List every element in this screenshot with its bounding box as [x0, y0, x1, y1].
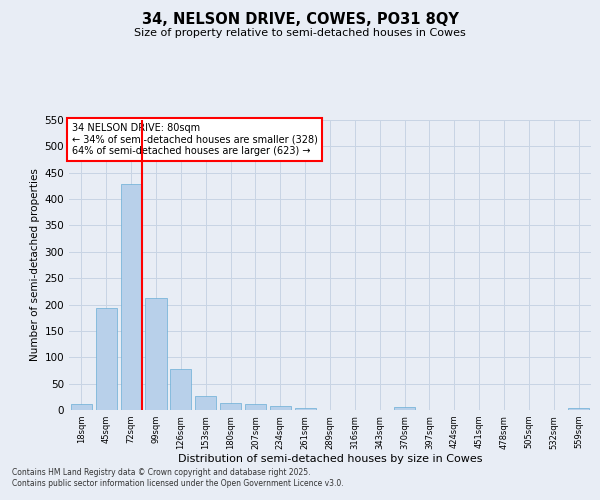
Bar — [145, 298, 167, 410]
Text: 34, NELSON DRIVE, COWES, PO31 8QY: 34, NELSON DRIVE, COWES, PO31 8QY — [142, 12, 458, 28]
Y-axis label: Number of semi-detached properties: Number of semi-detached properties — [30, 168, 40, 362]
Text: 34 NELSON DRIVE: 80sqm
← 34% of semi-detached houses are smaller (328)
64% of se: 34 NELSON DRIVE: 80sqm ← 34% of semi-det… — [71, 123, 317, 156]
X-axis label: Distribution of semi-detached houses by size in Cowes: Distribution of semi-detached houses by … — [178, 454, 482, 464]
Bar — [170, 370, 191, 410]
Bar — [245, 404, 266, 410]
Bar — [295, 408, 316, 410]
Bar — [195, 396, 216, 410]
Bar — [394, 408, 415, 410]
Bar — [568, 408, 589, 410]
Bar — [220, 403, 241, 410]
Text: Contains HM Land Registry data © Crown copyright and database right 2025.
Contai: Contains HM Land Registry data © Crown c… — [12, 468, 344, 487]
Bar — [96, 308, 117, 410]
Bar — [270, 406, 291, 410]
Text: Size of property relative to semi-detached houses in Cowes: Size of property relative to semi-detach… — [134, 28, 466, 38]
Bar — [71, 404, 92, 410]
Bar — [121, 184, 142, 410]
